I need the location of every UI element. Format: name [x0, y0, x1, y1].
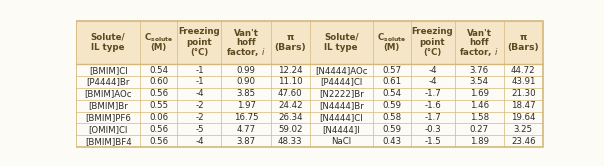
Text: 4.77: 4.77 — [237, 125, 255, 134]
Text: Van't: Van't — [234, 29, 259, 38]
Text: -4: -4 — [428, 66, 437, 75]
Text: 1.58: 1.58 — [470, 113, 489, 122]
Text: [BMIM]Br: [BMIM]Br — [88, 101, 128, 110]
Text: 18.47: 18.47 — [511, 101, 536, 110]
Text: Van't: Van't — [467, 29, 492, 38]
Bar — [77, 76, 542, 88]
Text: π
(Bars): π (Bars) — [274, 33, 306, 52]
Text: 0.60: 0.60 — [149, 78, 168, 86]
Text: 0.61: 0.61 — [382, 78, 401, 86]
Text: 47.60: 47.60 — [278, 89, 303, 98]
Text: C$_\mathregular{solute}$: C$_\mathregular{solute}$ — [144, 31, 173, 43]
Text: 23.46: 23.46 — [511, 137, 536, 146]
Text: 1.97: 1.97 — [237, 101, 255, 110]
Text: 0.54: 0.54 — [382, 89, 401, 98]
Text: 59.02: 59.02 — [278, 125, 303, 134]
Text: 26.34: 26.34 — [278, 113, 303, 122]
Text: -1.7: -1.7 — [424, 89, 441, 98]
Text: Freezing
point
(°C): Freezing point (°C) — [179, 28, 220, 57]
Text: 1.89: 1.89 — [470, 137, 489, 146]
Text: [BMIM]AOc: [BMIM]AOc — [85, 89, 132, 98]
Text: (M): (M) — [150, 43, 167, 52]
Bar — [77, 88, 542, 100]
Text: -1: -1 — [195, 66, 204, 75]
Text: 3.85: 3.85 — [237, 89, 255, 98]
Text: 43.91: 43.91 — [511, 78, 536, 86]
Text: 0.58: 0.58 — [382, 113, 401, 122]
Text: [N4444]AOc: [N4444]AOc — [315, 66, 367, 75]
Text: Solute/
IL type: Solute/ IL type — [91, 33, 126, 52]
Text: -2: -2 — [195, 101, 204, 110]
Text: 12.24: 12.24 — [278, 66, 303, 75]
Text: [N2222]Br: [N2222]Br — [319, 89, 364, 98]
Text: -4: -4 — [195, 137, 204, 146]
Bar — [77, 21, 542, 64]
Text: -2: -2 — [195, 113, 204, 122]
Text: [OMIM]Cl: [OMIM]Cl — [88, 125, 128, 134]
Text: Freezing
point
(°C): Freezing point (°C) — [412, 28, 454, 57]
Text: 44.72: 44.72 — [511, 66, 536, 75]
Text: [BMIM]BF4: [BMIM]BF4 — [85, 137, 132, 146]
Text: hoff: hoff — [469, 38, 489, 47]
Text: 19.64: 19.64 — [511, 113, 536, 122]
Bar — [77, 100, 542, 112]
Text: 0.90: 0.90 — [237, 78, 255, 86]
Text: 21.30: 21.30 — [511, 89, 536, 98]
Text: -4: -4 — [428, 78, 437, 86]
Text: [BMIM]Cl: [BMIM]Cl — [89, 66, 127, 75]
Text: 3.25: 3.25 — [514, 125, 533, 134]
Text: factor, $i$: factor, $i$ — [460, 46, 499, 58]
Text: [N4444]Br: [N4444]Br — [319, 101, 364, 110]
Text: 0.06: 0.06 — [149, 113, 168, 122]
Bar — [77, 123, 542, 135]
Text: 1.46: 1.46 — [470, 101, 489, 110]
Text: 0.56: 0.56 — [149, 137, 168, 146]
Text: 0.55: 0.55 — [149, 101, 168, 110]
Text: -5: -5 — [195, 125, 204, 134]
Text: [N4444]Cl: [N4444]Cl — [320, 113, 363, 122]
Text: [P4444]Br: [P4444]Br — [86, 78, 130, 86]
Text: [N4444]I: [N4444]I — [323, 125, 360, 134]
Text: 0.56: 0.56 — [149, 125, 168, 134]
Text: -4: -4 — [195, 89, 204, 98]
Text: 0.56: 0.56 — [149, 89, 168, 98]
Text: 0.43: 0.43 — [382, 137, 401, 146]
Text: 48.33: 48.33 — [278, 137, 303, 146]
Bar — [77, 135, 542, 147]
Text: 11.10: 11.10 — [278, 78, 303, 86]
Text: 3.54: 3.54 — [470, 78, 489, 86]
Text: factor, $i$: factor, $i$ — [226, 46, 266, 58]
Text: -1.5: -1.5 — [424, 137, 441, 146]
Text: 3.87: 3.87 — [237, 137, 255, 146]
Text: 16.75: 16.75 — [234, 113, 259, 122]
Text: Solute/
IL type: Solute/ IL type — [324, 33, 359, 52]
Text: -1: -1 — [195, 78, 204, 86]
Text: 1.69: 1.69 — [470, 89, 489, 98]
Text: 0.27: 0.27 — [470, 125, 489, 134]
Text: 0.57: 0.57 — [382, 66, 401, 75]
Text: 0.99: 0.99 — [237, 66, 255, 75]
Bar — [77, 112, 542, 123]
Text: 24.42: 24.42 — [278, 101, 303, 110]
Text: [P4444]Cl: [P4444]Cl — [320, 78, 362, 86]
Text: 3.76: 3.76 — [470, 66, 489, 75]
Text: -0.3: -0.3 — [424, 125, 441, 134]
Text: (M): (M) — [384, 43, 400, 52]
Text: π
(Bars): π (Bars) — [507, 33, 539, 52]
Text: -1.7: -1.7 — [424, 113, 441, 122]
Text: 0.54: 0.54 — [149, 66, 168, 75]
Text: NaCl: NaCl — [331, 137, 352, 146]
Text: 0.59: 0.59 — [382, 101, 401, 110]
Text: 0.59: 0.59 — [382, 125, 401, 134]
Text: hoff: hoff — [236, 38, 256, 47]
Text: [BMIM]PF6: [BMIM]PF6 — [85, 113, 131, 122]
Bar — [77, 64, 542, 76]
Text: C$_\mathregular{solute}$: C$_\mathregular{solute}$ — [377, 31, 406, 43]
Text: -1.6: -1.6 — [424, 101, 441, 110]
